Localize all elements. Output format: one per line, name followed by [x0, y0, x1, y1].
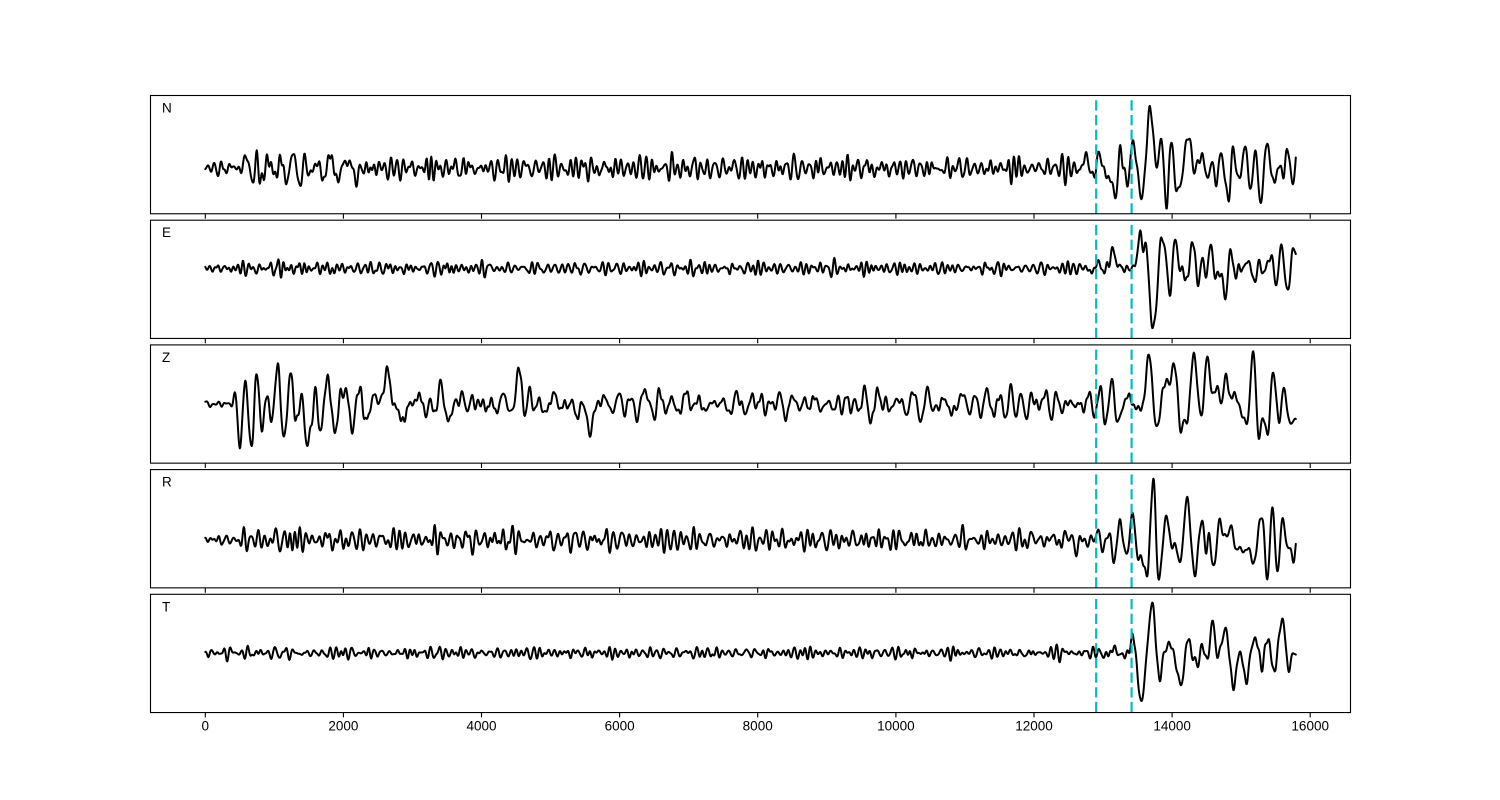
svg-text:16000: 16000 [1291, 719, 1329, 734]
svg-text:4000: 4000 [466, 719, 496, 734]
svg-text:N: N [162, 101, 172, 116]
svg-text:0: 0 [202, 719, 210, 734]
svg-text:2000: 2000 [328, 719, 358, 734]
svg-text:12000: 12000 [1015, 719, 1053, 734]
svg-text:10000: 10000 [877, 719, 915, 734]
svg-text:6000: 6000 [605, 719, 635, 734]
svg-text:R: R [162, 475, 172, 490]
svg-text:E: E [162, 225, 171, 240]
svg-text:Z: Z [162, 350, 170, 365]
svg-text:T: T [162, 599, 170, 614]
svg-text:8000: 8000 [743, 719, 773, 734]
svg-text:14000: 14000 [1153, 719, 1191, 734]
